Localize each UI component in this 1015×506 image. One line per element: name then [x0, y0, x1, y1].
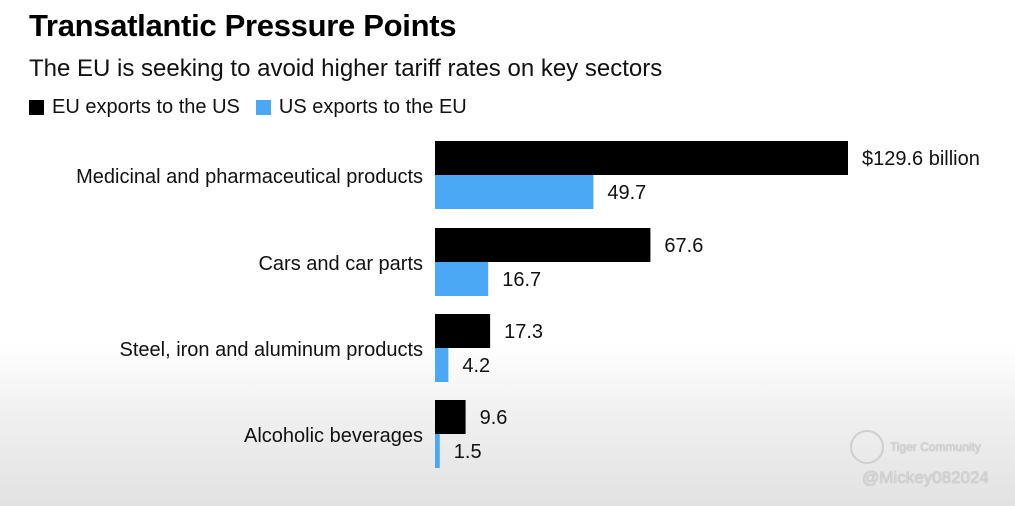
- bar-us: [435, 434, 440, 468]
- data-label: 9.6: [480, 407, 508, 429]
- legend: EU exports to the US US exports to the E…: [29, 96, 483, 119]
- legend-label-us: US exports to the EU: [278, 96, 467, 118]
- chart-subtitle: The EU is seeking to avoid higher tariff…: [29, 55, 663, 82]
- data-label: 17.3: [504, 321, 543, 343]
- watermark: Tiger Community @Mickey082024: [850, 430, 989, 488]
- chart-title: Transatlantic Pressure Points: [29, 8, 457, 43]
- bar-eu: [435, 314, 491, 348]
- watermark-handle: @Mickey082024: [862, 468, 989, 487]
- category-label: Cars and car parts: [258, 253, 423, 275]
- bar-eu: [435, 228, 651, 262]
- bar-us: [435, 175, 594, 209]
- category-label: Alcoholic beverages: [244, 425, 423, 447]
- watermark-brand: Tiger Community: [890, 440, 981, 454]
- legend-label-eu: EU exports to the US: [52, 96, 240, 118]
- bar-us: [435, 348, 449, 382]
- data-label: $129.6 billion: [862, 148, 980, 170]
- legend-swatch-eu: [29, 100, 44, 115]
- data-label: 16.7: [502, 269, 541, 291]
- legend-swatch-us: [255, 100, 271, 115]
- legend-item-eu: EU exports to the US: [29, 96, 240, 119]
- bar-us: [435, 262, 489, 296]
- tiger-logo-icon: [850, 430, 884, 464]
- category-label: Medicinal and pharmaceutical products: [76, 166, 423, 188]
- data-label: 67.6: [664, 235, 703, 257]
- data-label: 4.2: [462, 355, 490, 377]
- category-label: Steel, iron and aluminum products: [120, 339, 424, 361]
- bar-eu: [435, 400, 466, 434]
- bar-eu: [435, 141, 848, 175]
- legend-item-us: US exports to the EU: [255, 96, 467, 119]
- data-label: 49.7: [607, 182, 646, 204]
- data-label: 1.5: [454, 441, 482, 463]
